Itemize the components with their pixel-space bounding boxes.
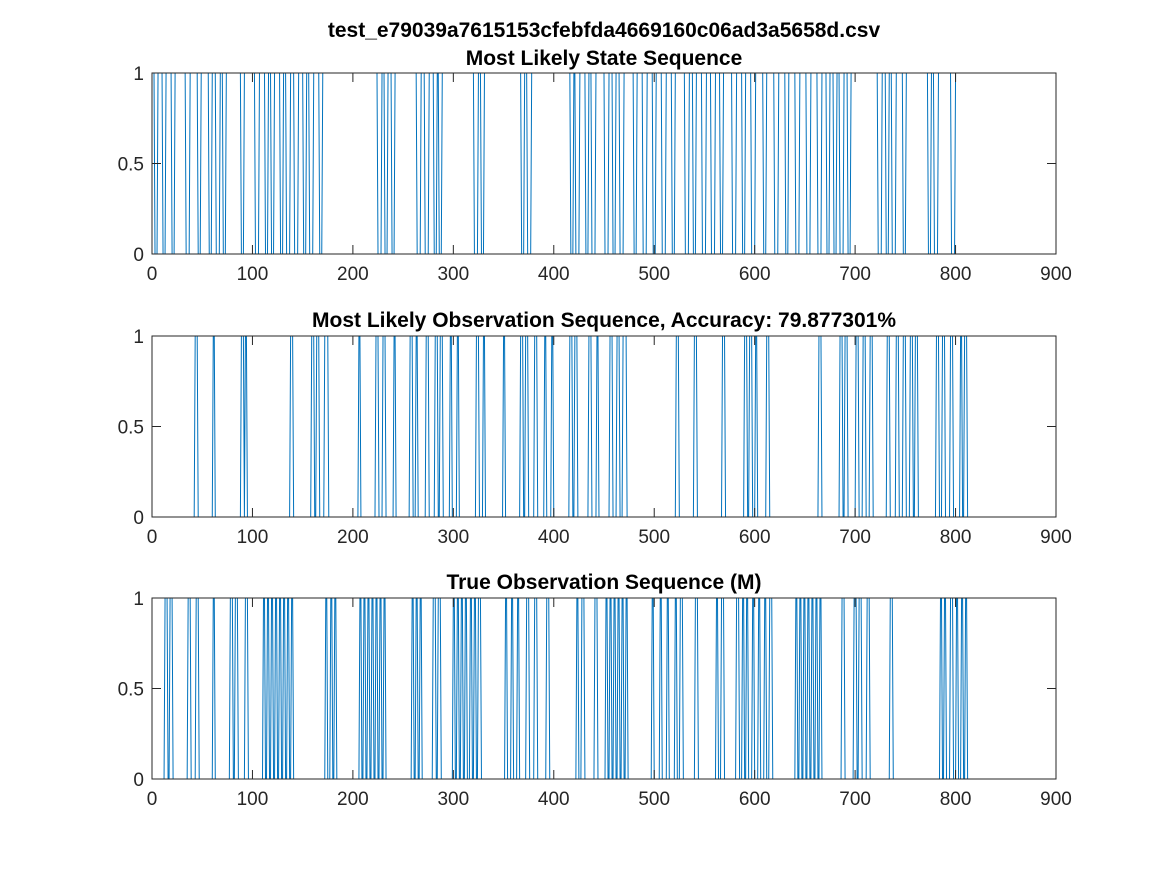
x-tick-label: 800 xyxy=(940,264,972,285)
y-tick-label: 1 xyxy=(133,327,144,348)
x-tick-label: 300 xyxy=(437,789,469,810)
x-tick-label: 200 xyxy=(337,264,369,285)
x-tick-label: 300 xyxy=(437,264,469,285)
x-tick-label: 500 xyxy=(638,264,670,285)
y-tick-label: 0 xyxy=(133,770,144,791)
x-tick-label: 200 xyxy=(337,527,369,548)
y-tick-label: 0 xyxy=(133,245,144,266)
figure-supertitle: test_e79039a7615153cfebfda4669160c06ad3a… xyxy=(328,19,881,42)
subplot-title: Most Likely Observation Sequence, Accura… xyxy=(312,309,896,332)
y-tick-label: 1 xyxy=(133,64,144,85)
subplot-state-sequence: Most Likely State Sequence 0 100 200 300 400… xyxy=(118,47,1072,285)
x-tick-label: 900 xyxy=(1040,264,1072,285)
x-tick-label: 700 xyxy=(839,527,871,548)
x-tick-label: 700 xyxy=(839,264,871,285)
data-series-line xyxy=(153,597,971,780)
x-tick-label: 100 xyxy=(237,264,269,285)
data-series-line xyxy=(153,72,971,255)
x-tick-label: 800 xyxy=(940,789,972,810)
x-tick-label: 900 xyxy=(1040,789,1072,810)
x-tick-label: 600 xyxy=(739,264,771,285)
x-tick-label: 600 xyxy=(739,527,771,548)
x-tick-label: 200 xyxy=(337,789,369,810)
x-tick-label: 500 xyxy=(638,789,670,810)
x-tick-label: 400 xyxy=(538,527,570,548)
x-tick-label: 800 xyxy=(940,527,972,548)
x-tick-label: 100 xyxy=(237,527,269,548)
x-tick-label: 0 xyxy=(147,789,158,810)
y-tick-label: 0.5 xyxy=(118,155,144,176)
x-tick-label: 500 xyxy=(638,527,670,548)
x-tick-label: 100 xyxy=(237,789,269,810)
data-series-line xyxy=(153,335,971,518)
subplot-title: True Observation Sequence (M) xyxy=(446,571,761,594)
subplot-title: Most Likely State Sequence xyxy=(466,47,743,70)
x-tick-label: 400 xyxy=(538,789,570,810)
subplot-predicted-observations: Most Likely Observation Sequence, Accura… xyxy=(118,309,1072,548)
x-tick-label: 0 xyxy=(147,264,158,285)
x-tick-label: 0 xyxy=(147,527,158,548)
y-tick-label: 0.5 xyxy=(118,680,144,701)
x-tick-label: 400 xyxy=(538,264,570,285)
x-tick-label: 300 xyxy=(437,527,469,548)
y-tick-label: 0.5 xyxy=(118,418,144,439)
axes-box xyxy=(151,335,1057,518)
x-tick-label: 900 xyxy=(1040,527,1072,548)
x-tick-label: 700 xyxy=(839,789,871,810)
x-tick-label: 600 xyxy=(739,789,771,810)
y-tick-label: 1 xyxy=(133,589,144,610)
subplot-true-observations: True Observation Sequence (M) 0 100 200 300… xyxy=(118,571,1072,810)
y-tick-label: 0 xyxy=(133,508,144,529)
